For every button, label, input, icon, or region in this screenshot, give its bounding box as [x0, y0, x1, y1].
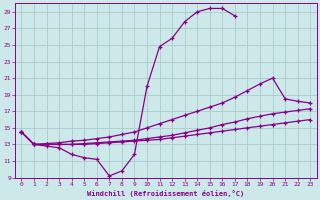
X-axis label: Windchill (Refroidissement éolien,°C): Windchill (Refroidissement éolien,°C): [87, 190, 244, 197]
